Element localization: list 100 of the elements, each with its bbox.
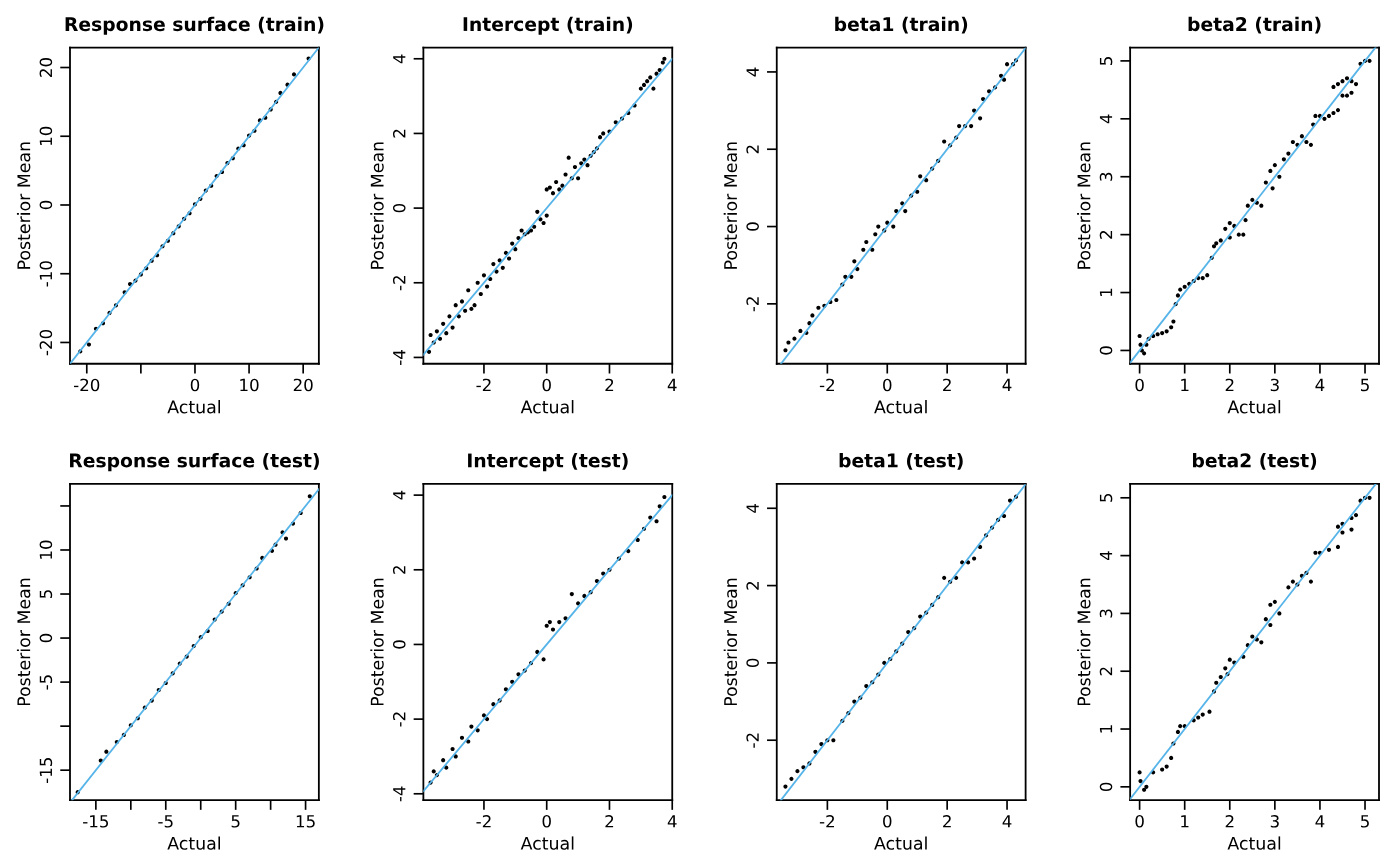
x-tick-label: 0 [883, 378, 892, 392]
x-axis-title: Actual [520, 400, 574, 414]
y-tick-label: 3 [1099, 609, 1113, 618]
y-tick-label: -2 [392, 712, 406, 727]
y-tick-label: 5 [39, 590, 53, 599]
x-axis-title: Actual [874, 836, 927, 850]
y-axis-title: Posterior Mean [1077, 142, 1091, 269]
x-tick-label: 4 [1002, 815, 1012, 828]
x-tick-label: 2 [605, 378, 614, 392]
x-tick-label: 20 [293, 378, 313, 392]
y-axis-title: Posterior Mean [370, 142, 384, 269]
x-tick-label: 0 [883, 815, 892, 828]
x-axis-title: Actual [874, 400, 927, 414]
y-tick-label: 0 [1099, 782, 1113, 792]
y-tick-label: 10 [39, 126, 53, 146]
x-tick-label: 0 [542, 815, 551, 828]
x-tick-label: 0 [190, 378, 200, 392]
x-tick-label: -2 [819, 378, 835, 392]
y-tick-label: 5 [1099, 493, 1113, 502]
x-tick-label: 0 [1135, 815, 1144, 828]
x-tick-label: 0 [1135, 378, 1144, 392]
y-tick-label: -4 [393, 350, 406, 365]
x-tick-label: 1 [1181, 378, 1189, 392]
y-tick-label: 4 [746, 503, 759, 513]
chart-title: Intercept (test) [468, 453, 628, 472]
y-tick-label: 0 [39, 200, 53, 210]
x-tick-label: 5 [1361, 815, 1369, 828]
chart-title: beta2 (train) [1188, 16, 1321, 34]
y-tick-label: 2 [746, 145, 759, 154]
y-tick-label: -2 [746, 297, 759, 312]
y-tick-label: 2 [1099, 231, 1113, 239]
x-tick-label: 2 [943, 378, 951, 392]
y-axis-title: Posterior Mean [723, 578, 738, 706]
x-tick-label: 15 [296, 815, 315, 828]
x-axis-title: Actual [167, 400, 220, 414]
x-tick-label: 2 [943, 815, 951, 828]
y-tick-label: 0 [1099, 346, 1113, 355]
y-tick-label: 20 [39, 58, 53, 77]
chart-title: Response surface (test) [70, 453, 319, 472]
x-tick-label: 3 [1270, 378, 1279, 392]
y-tick-label: 3 [1099, 172, 1113, 181]
x-tick-label: -2 [819, 815, 835, 828]
y-tick-label: 0 [746, 222, 759, 231]
x-tick-label: 2 [1225, 815, 1234, 828]
y-tick-label: 1 [1099, 725, 1113, 733]
y-tick-label: -2 [746, 733, 759, 748]
y-tick-label: 4 [393, 490, 406, 500]
y-axis-title: Posterior Mean [16, 142, 31, 269]
x-tick-label: 4 [1002, 378, 1012, 392]
x-tick-label: 4 [667, 815, 677, 828]
x-tick-label: 5 [1361, 378, 1369, 392]
y-tick-label: 10 [39, 540, 53, 559]
y-tick-label: 0 [392, 203, 406, 213]
y-tick-label: 4 [1099, 551, 1113, 561]
y-axis-title: Posterior Mean [723, 142, 738, 269]
x-tick-label: 0 [542, 378, 551, 392]
chart-title: beta2 (test) [1193, 453, 1317, 470]
y-tick-label: 0 [39, 633, 53, 643]
x-axis-title: Actual [1227, 400, 1281, 414]
x-tick-label: 4 [667, 378, 677, 392]
x-tick-label: 10 [240, 378, 259, 392]
y-tick-label: 5 [1099, 57, 1113, 65]
x-tick-label: -15 [83, 815, 109, 828]
y-tick-label: 4 [1099, 114, 1113, 124]
y-tick-label: 2 [746, 581, 759, 590]
x-tick-label: 4 [1315, 815, 1325, 828]
x-tick-label: 5 [231, 815, 240, 828]
y-tick-label: 0 [392, 640, 406, 649]
x-tick-label: -2 [476, 815, 491, 828]
x-axis-title: Actual [167, 836, 220, 850]
x-tick-label: -20 [73, 378, 100, 392]
x-tick-label: -2 [476, 378, 491, 392]
x-tick-label: 2 [605, 815, 614, 828]
y-tick-label: -5 [39, 675, 53, 690]
chart-title: beta1 (train) [835, 16, 968, 34]
x-tick-label: 3 [1270, 815, 1279, 828]
y-tick-label: -4 [393, 786, 406, 802]
x-tick-label: 1 [1181, 815, 1189, 828]
x-tick-label: 4 [1315, 378, 1325, 392]
y-axis-title: Posterior Mean [370, 578, 384, 706]
x-tick-label: -5 [158, 815, 173, 828]
y-tick-label: 1 [1099, 288, 1113, 297]
y-tick-label: 4 [393, 54, 406, 64]
x-tick-label: 2 [1225, 378, 1234, 392]
y-tick-label: -20 [39, 329, 53, 356]
chart-title: beta1 (test) [839, 453, 963, 470]
y-tick-label: -15 [39, 758, 53, 783]
chart-title: Intercept (train) [463, 16, 633, 35]
y-axis-title: Posterior Mean [1077, 578, 1091, 706]
chart-title: Response surface (train) [65, 16, 324, 35]
x-axis-title: Actual [1227, 836, 1281, 850]
y-tick-label: 2 [392, 566, 406, 574]
y-tick-label: -10 [39, 261, 53, 287]
y-tick-label: 2 [1099, 667, 1113, 676]
y-axis-title: Posterior Mean [16, 578, 31, 706]
y-tick-label: -2 [392, 276, 406, 291]
x-axis-title: Actual [520, 836, 574, 850]
y-tick-label: 0 [746, 658, 759, 668]
y-tick-label: 2 [392, 129, 406, 138]
y-tick-label: 4 [746, 67, 759, 77]
